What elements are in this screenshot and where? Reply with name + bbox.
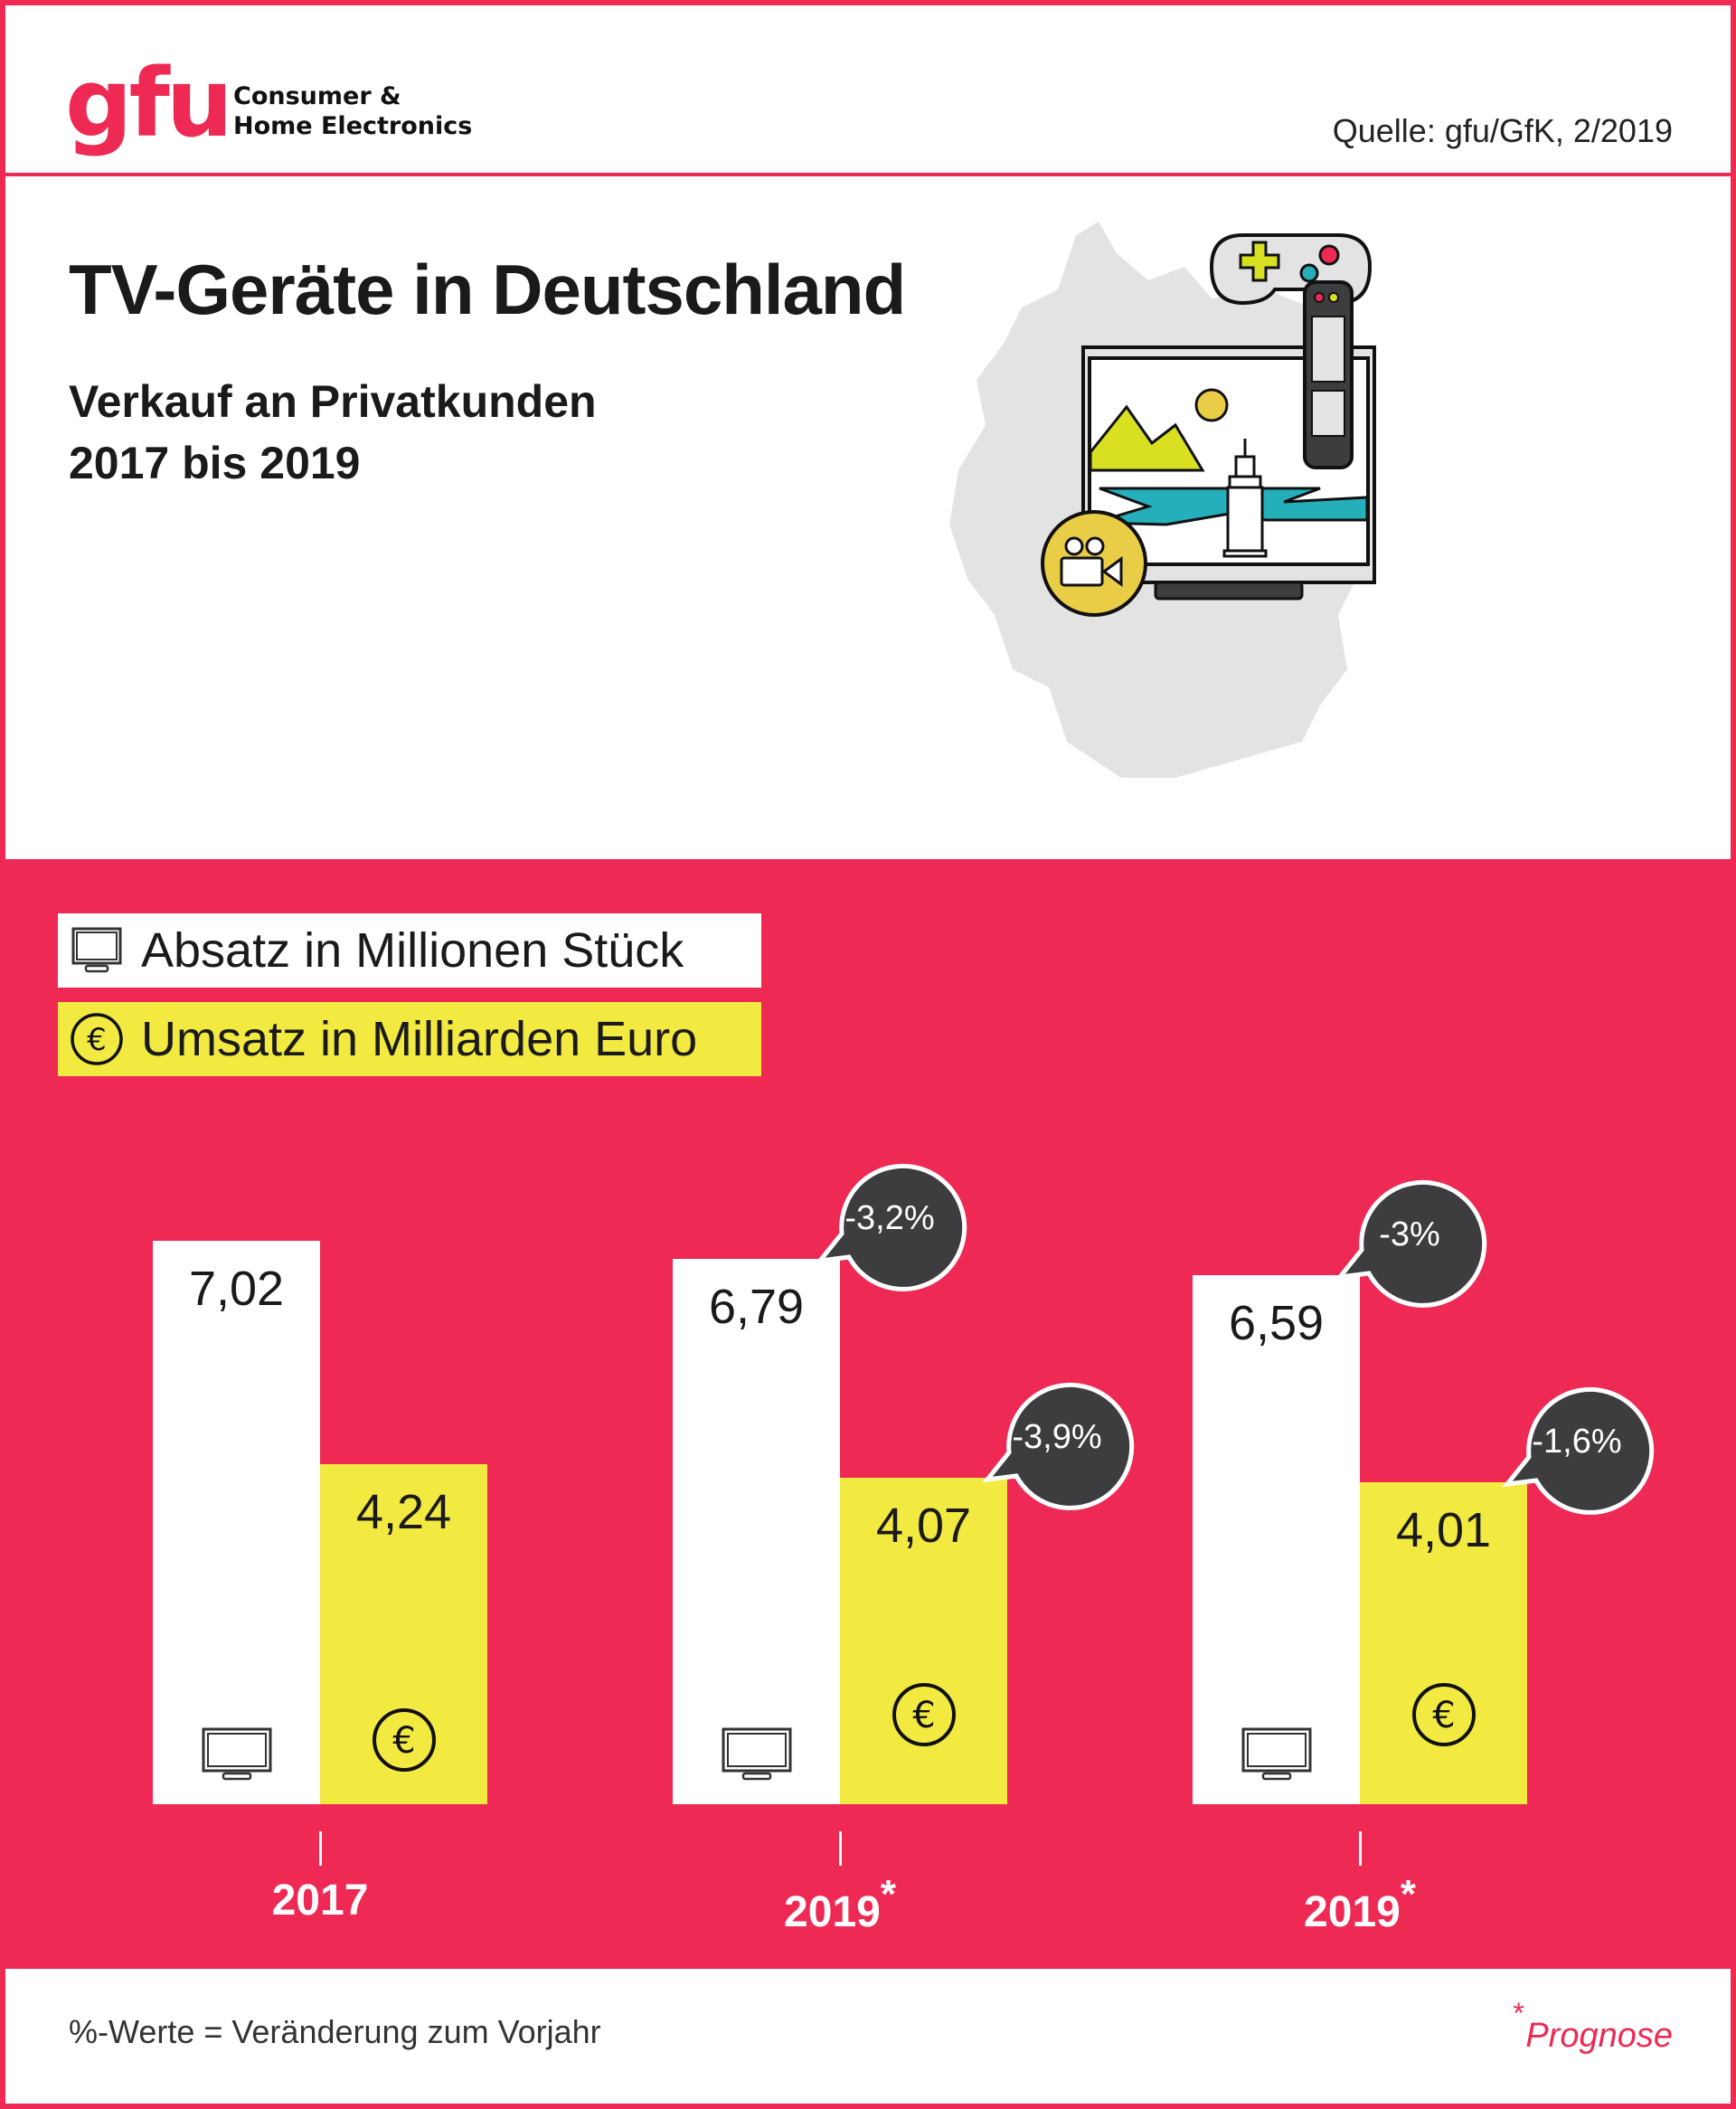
change-label: -3,2%: [844, 1198, 935, 1237]
page-title: TV-Geräte in Deutschland: [69, 250, 906, 329]
euro-coin-icon: €: [1411, 1682, 1477, 1752]
logo-sub-line2: Home Electronics: [233, 112, 473, 140]
bar-value-label: 4,01: [1395, 1503, 1492, 1557]
subtitle-line2: 2017 bis 2019: [69, 438, 361, 488]
legend-revenue-label: Umsatz in Milliarden Euro: [141, 1012, 698, 1066]
x-axis-label: 2019*: [704, 1872, 976, 1937]
x-axis-label: 2019*: [1224, 1872, 1495, 1937]
logo-sub-line1: Consumer &: [233, 82, 401, 110]
remote-control-icon: [1303, 280, 1354, 469]
forecast-footnote: * Prognose: [1513, 1997, 1673, 2056]
forecast-asterisk: *: [1513, 1997, 1524, 2029]
skyscraper-icon: [1222, 439, 1268, 558]
bar-revenue: 4,24 €: [320, 1464, 487, 1804]
bar-revenue: 4,07 €: [840, 1478, 1007, 1804]
euro-coin-icon: €: [69, 1011, 125, 1067]
x-axis-label: 2017: [184, 1876, 456, 1925]
svg-text:€: €: [392, 1720, 415, 1762]
illustration: [949, 222, 1376, 778]
video-camera-icon: [1041, 510, 1147, 617]
bar-value-label: 7,02: [188, 1262, 285, 1316]
tv-icon: [202, 1727, 272, 1786]
year-text: 2019: [1304, 1888, 1401, 1936]
year-text: 2019: [784, 1888, 881, 1936]
euro-coin-icon: €: [372, 1707, 437, 1777]
change-label: -1,6%: [1532, 1422, 1622, 1461]
bar-value-label: 4,24: [355, 1485, 452, 1539]
bar-value-label: 4,07: [875, 1499, 972, 1553]
euro-coin-icon: €: [892, 1682, 957, 1752]
bar-units: 7,02: [153, 1241, 320, 1804]
tv-icon: [722, 1727, 792, 1786]
change-bubble: -1,6%: [1502, 1374, 1655, 1515]
logo-subtitle: Consumer & Home Electronics: [233, 81, 472, 141]
year-text: 2017: [271, 1877, 369, 1925]
bar-revenue: 4,01 €: [1360, 1482, 1527, 1804]
legend-units: Absatz in Millionen Stück: [58, 913, 761, 988]
tv-icon: [1241, 1727, 1312, 1786]
axis-tick: [319, 1831, 322, 1866]
change-label: -3,9%: [1012, 1417, 1102, 1456]
change-label: -3%: [1379, 1215, 1440, 1253]
subtitle-line1: Verkauf an Privatkunden: [69, 376, 597, 427]
svg-text:€: €: [1432, 1695, 1455, 1736]
header: gfu Consumer & Home Electronics Quelle: …: [0, 0, 1736, 176]
svg-text:€: €: [87, 1022, 107, 1058]
forecast-label: Prognose: [1525, 2017, 1673, 2055]
axis-tick: [1359, 1831, 1362, 1866]
change-bubble: -3%: [1335, 1167, 1487, 1308]
axis-tick: [839, 1831, 842, 1866]
legend-revenue: € Umsatz in Milliarden Euro: [58, 1002, 761, 1076]
change-bubble: -3,9%: [982, 1369, 1135, 1510]
change-bubble: -3,2%: [815, 1150, 967, 1291]
bar-units: 6,79: [673, 1259, 840, 1804]
legend-units-label: Absatz in Millionen Stück: [141, 923, 684, 978]
bar-units: 6,59: [1193, 1275, 1360, 1804]
forecast-asterisk: *: [880, 1872, 896, 1916]
tv-icon: [69, 922, 125, 979]
bar-value-label: 6,59: [1228, 1296, 1325, 1350]
subtitle: Verkauf an Privatkunden 2017 bis 2019: [69, 371, 597, 494]
footer-note: %-Werte = Veränderung zum Vorjahr: [69, 2013, 601, 2050]
forecast-asterisk: *: [1400, 1872, 1416, 1916]
source-label: Quelle: gfu/GfK, 2/2019: [1332, 112, 1673, 149]
gfu-logo: gfu: [65, 48, 233, 158]
svg-text:€: €: [912, 1695, 935, 1736]
bar-value-label: 6,79: [708, 1280, 805, 1334]
